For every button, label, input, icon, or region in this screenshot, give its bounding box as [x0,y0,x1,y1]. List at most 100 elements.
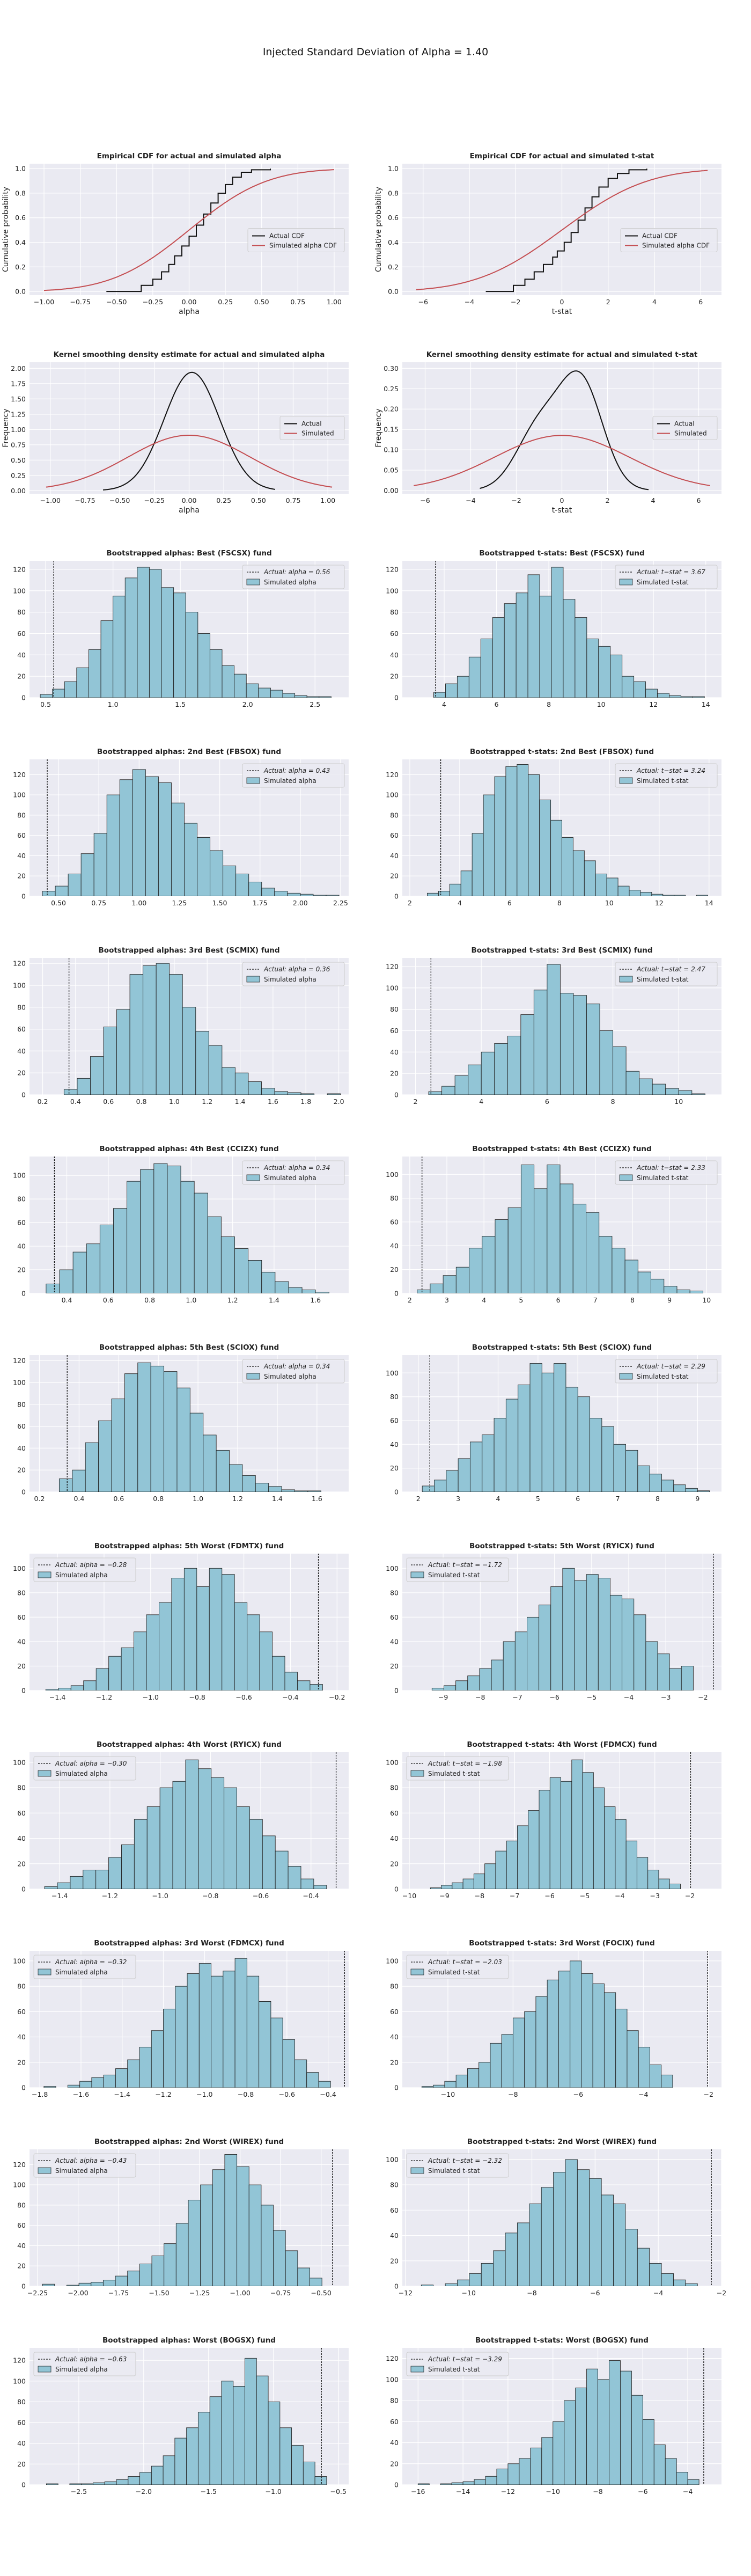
histogram-bar [327,1093,341,1095]
legend-label-simulated: Simulated t-stat [428,2167,480,2175]
histogram-bar [145,776,159,896]
x-tick-label: 2 [416,1495,421,1503]
y-tick-label: 120 [13,960,26,968]
y-tick-label: 80 [390,1393,399,1401]
legend-label-simulated: Simulated t-stat [428,2366,480,2373]
histogram-bar [300,1878,314,1889]
x-tick-label: −10 [462,2289,476,2297]
histogram-bar [64,681,77,698]
legend-swatch-simulated [246,579,260,586]
y-tick-label: 20 [390,1662,399,1670]
histogram-bar [307,1490,321,1492]
histogram-bar [565,2159,578,2286]
y-tick-label: 40 [17,2439,26,2447]
histogram-bar [421,2086,434,2088]
histogram-bar [662,895,675,896]
histogram-bar [159,1602,172,1690]
plot-marks [428,958,705,1095]
y-tick-label: 60 [390,2206,399,2214]
histogram-bar [104,2481,117,2485]
histogram-bar [649,2065,662,2088]
legend-label: Actual CDF [269,232,305,240]
x-tick-label: −0.6 [253,1892,269,1900]
histogram-bar [457,2279,470,2286]
plot-marks [414,370,710,491]
histogram-bar [146,1806,160,1889]
histogram-bar [111,1399,125,1492]
chart-18: −10 −9 −8 −7 −6 −5 −4 −3 −2 0 20 40 60 80 100 Bootstrap… [386,1740,721,1900]
x-tick-label: −1.0 [196,2090,212,2098]
chart-title: Bootstrapped t-stats: Best (FSCSX) fund [479,549,644,558]
histogram-bar [592,1983,605,2088]
legend-label-actual: Actual: t−stat = −2.32 [428,2157,502,2164]
y-tick-label: 2.00 [11,364,26,372]
y-tick-label: 20 [17,2262,26,2270]
x-tick-label: −6 [590,2289,600,2297]
histogram-bar [586,638,599,698]
histogram-bar [484,1863,496,1889]
histogram-bar [285,2250,298,2286]
histogram-bar [483,794,495,896]
x-tick-label: 0.5 [40,700,51,708]
legend-label-simulated: Simulated alpha [264,777,316,785]
x-tick-label: −2.00 [68,2289,88,2297]
histogram-bar [613,1444,626,1492]
histogram-bar [625,1071,640,1095]
histogram-bar [234,1958,247,2088]
y-tick-label: 0.50 [11,456,26,464]
histogram-bar [314,2476,327,2485]
legend-label: Simulated [674,430,707,437]
x-tick-label: −1.4 [114,2090,130,2098]
histogram-bar [444,1685,457,1690]
histogram-bar [258,687,271,698]
legend-label-actual: Actual: t−stat = 3.67 [636,568,705,576]
histogram-bar [143,965,157,1095]
legend-box [33,1557,136,1582]
y-tick-label: 100 [13,1564,26,1572]
y-tick-label: 80 [17,2398,26,2406]
histogram-bar [469,2273,482,2286]
histogram-bar [651,894,664,896]
histogram-bar [46,2483,58,2485]
y-tick-label: 40 [390,651,399,659]
histogram-bar [234,674,247,698]
y-tick-label: 1.50 [11,395,26,403]
histogram-bar [541,2437,554,2485]
x-tick-label: 0.25 [216,496,231,504]
y-tick-label: 0 [394,1290,399,1298]
histogram-bar [482,1435,495,1492]
legend: Actual: t−stat = 2.47 Simulated t-stat [615,962,718,986]
x-tick-label: −12 [501,2487,515,2496]
histogram-bar [83,1680,97,1690]
chart-title: Bootstrapped t-stats: 4th Worst (FDMCX) … [467,1740,657,1749]
y-tick-label: 120 [13,771,26,779]
y-tick-label: 100 [386,587,399,595]
x-tick-label: −1.00 [40,496,61,504]
histogram-bar [494,1043,508,1095]
chart-title: Bootstrapped t-stats: 5th Best (SCIOX) f… [472,1343,652,1352]
x-tick-label: −9 [439,1892,449,1900]
y-tick-label: 0 [21,1488,26,1496]
y-tick-label: 120 [386,771,399,779]
histogram-bar [151,2030,164,2088]
legend-box [242,1359,345,1384]
y-tick-label: 120 [386,2354,399,2362]
y-tick-label: 60 [17,2008,26,2016]
legend: Actual: alpha = −0.28 Simulated alpha [33,1557,136,1582]
y-axis-label: Cumulative probability [374,187,383,272]
histogram-bar [640,891,652,896]
histogram-bar [282,693,296,698]
legend: Actual: alpha = −0.63 Simulated alpha [33,2352,136,2376]
histogram-bar [586,1004,600,1095]
histogram-bar [458,1458,470,1492]
y-tick-label: 100 [386,2155,399,2163]
histogram-bar [69,2483,82,2485]
chart-title: Bootstrapped t-stats: 4th Best (CCIZX) f… [472,1145,651,1153]
legend: Actual: alpha = 0.34 Simulated alpha [242,1359,345,1384]
histogram-bar [441,1086,455,1095]
chart-11: 0.4 0.6 0.8 1.0 1.2 1.4 1.6 0 20 40 60 80 100 Bootstr… [13,1145,349,1304]
histogram-bar [642,2419,654,2485]
legend-label-simulated: Simulated alpha [55,1770,108,1777]
x-tick-label: 1.2 [232,1495,243,1503]
